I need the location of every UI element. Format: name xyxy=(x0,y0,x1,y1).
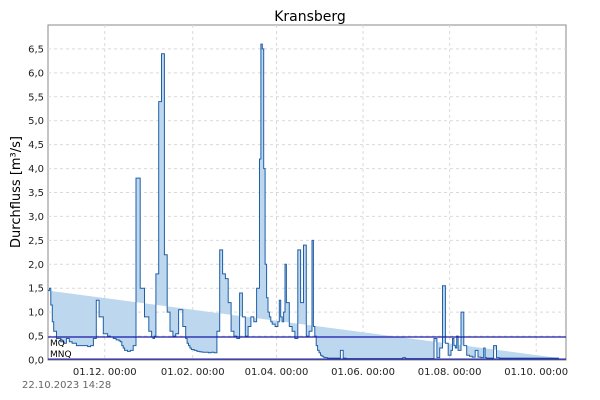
y-axis-label: Durchfluss [m³/s] xyxy=(9,136,24,248)
y-tick-label: 6,0 xyxy=(28,68,44,79)
reference-label: MQ xyxy=(50,339,65,349)
reference-label: MNQ xyxy=(50,350,72,360)
y-tick-label: 5,5 xyxy=(28,92,44,103)
chart-title: Kransberg xyxy=(274,9,346,25)
x-tick-label: 01.10. 00:00 xyxy=(504,367,568,378)
y-tick-labels: 0,0 0,5 1,0 1,5 2,0 2,5 3,0 3,5 4,0 4,5 5,0 5,5 6,0 6… xyxy=(28,44,44,366)
y-tick-label: 3,0 xyxy=(28,212,44,223)
y-tick-label: 0,0 xyxy=(28,356,44,367)
y-tick-label: 4,5 xyxy=(28,140,44,151)
x-tick-label: 01.02. 00:00 xyxy=(161,367,225,378)
y-tick-label: 1,0 xyxy=(28,308,44,319)
timestamp-label: 22.10.2023 14:28 xyxy=(22,380,111,391)
y-tick-label: 2,5 xyxy=(28,236,44,247)
y-tick-label: 1,5 xyxy=(28,284,44,295)
discharge-line xyxy=(48,43,559,360)
x-tick-labels: 01.12. 00:00 01.02. 00:00 01.04. 00:00 01.0… xyxy=(73,367,568,378)
series-layer xyxy=(48,43,559,360)
y-tick-label: 5,0 xyxy=(28,116,44,127)
y-tick-label: 6,5 xyxy=(28,44,44,55)
y-tick-label: 0,5 xyxy=(28,332,44,343)
y-tick-label: 4,0 xyxy=(28,164,44,175)
y-tick-label: 2,0 xyxy=(28,260,44,271)
x-tick-label: 01.04. 00:00 xyxy=(245,367,309,378)
x-tick-label: 01.08. 00:00 xyxy=(418,367,482,378)
x-tick-label: 01.12. 00:00 xyxy=(73,367,137,378)
y-tick-label: 3,5 xyxy=(28,188,44,199)
x-tick-label: 01.06. 00:00 xyxy=(331,367,395,378)
